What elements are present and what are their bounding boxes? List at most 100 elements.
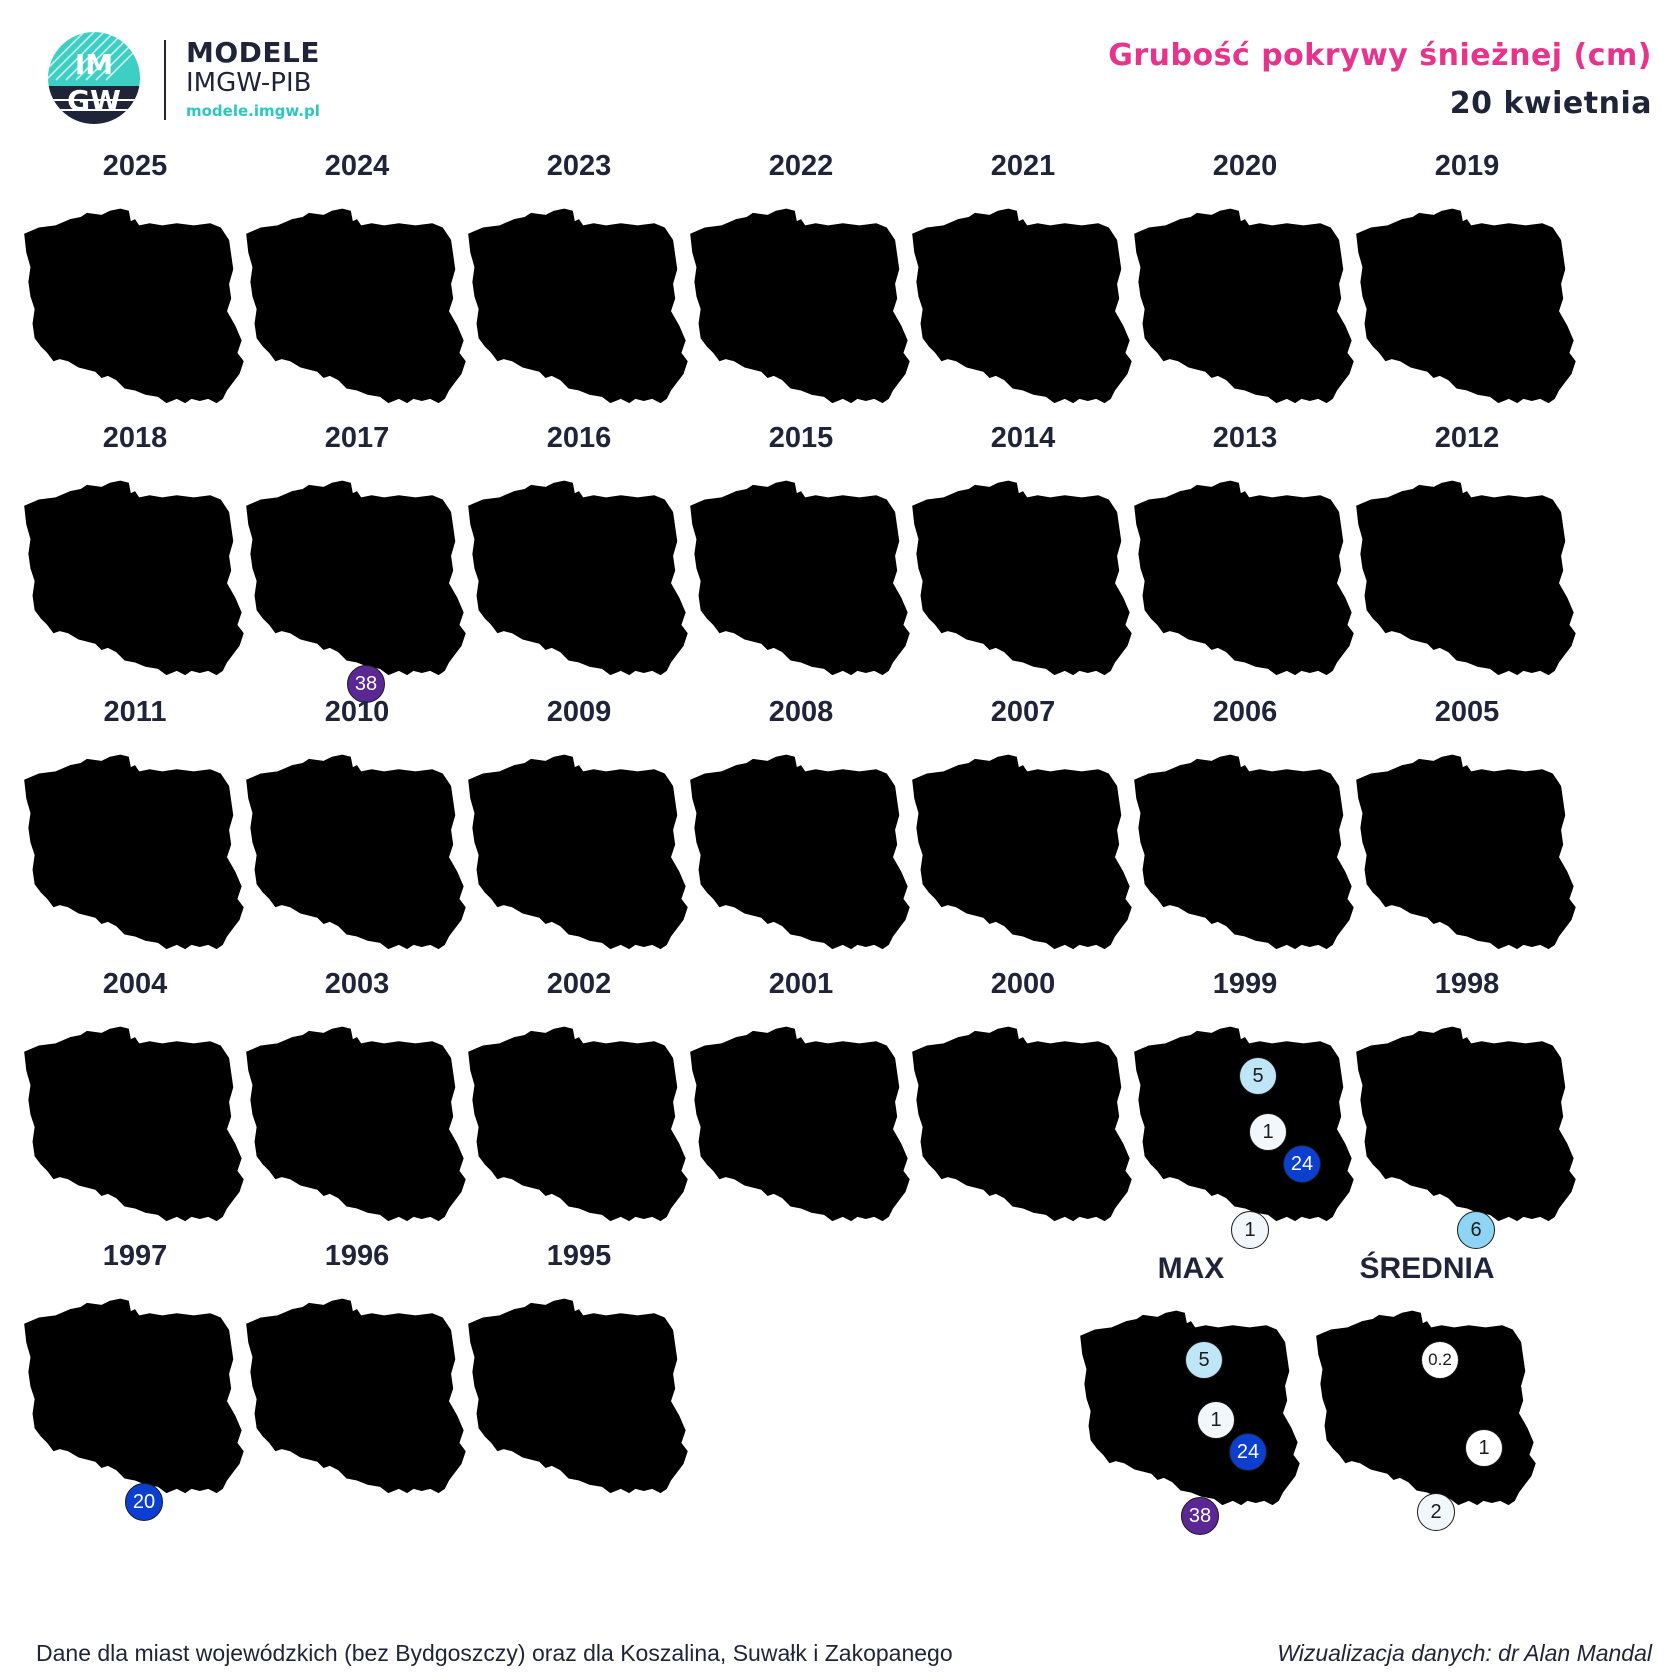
year-panel: 2015 (686, 422, 916, 712)
year-label: 1999 (1212, 968, 1278, 1000)
year-panel: 2014 (908, 422, 1138, 712)
year-label: 2024 (324, 150, 390, 182)
poland-map-outline (246, 1298, 466, 1494)
year-label: 2025 (102, 150, 168, 182)
year-label: 2000 (990, 968, 1056, 1000)
max-map (1080, 1310, 1300, 1506)
date-subtitle: 20 kwietnia (1449, 86, 1652, 121)
year-map (1356, 208, 1576, 404)
year-map (24, 208, 244, 404)
poland-map-outline (690, 754, 910, 950)
year-map (1134, 208, 1354, 404)
year-map (690, 1026, 910, 1222)
brand-url-link[interactable]: modele.imgw.pl (186, 102, 320, 120)
brand-subtitle: IMGW-PIB (186, 68, 312, 98)
poland-map-outline (468, 1026, 688, 1222)
year-map (912, 754, 1132, 950)
year-map (246, 480, 466, 676)
year-panel: 2016 (464, 422, 694, 712)
year-panel: 2024 (242, 150, 472, 440)
year-label: 1996 (324, 1240, 390, 1272)
year-panel: 2002 (464, 968, 694, 1258)
poland-map-outline (246, 208, 466, 404)
snow-depth-marker: 5 (1185, 1341, 1223, 1379)
year-map (912, 208, 1132, 404)
snow-depth-marker: 20 (125, 1483, 163, 1521)
year-map (1356, 480, 1576, 676)
poland-map-outline (690, 208, 910, 404)
poland-map-outline (912, 754, 1132, 950)
logo-text-top: IM (75, 48, 113, 81)
year-map (690, 208, 910, 404)
poland-map-outline (912, 480, 1132, 676)
year-label: 2001 (768, 968, 834, 1000)
poland-map-outline (1134, 754, 1354, 950)
snow-depth-marker: 24 (1229, 1433, 1267, 1471)
year-map (246, 754, 466, 950)
year-map (912, 1026, 1132, 1222)
year-panel: 2001 (686, 968, 916, 1258)
snow-depth-marker: 1 (1231, 1211, 1269, 1249)
year-map (24, 754, 244, 950)
year-label: 2010 (324, 696, 390, 728)
year-map (468, 1298, 688, 1494)
year-panel: 1997 20 (20, 1240, 250, 1530)
poland-map-outline (1080, 1310, 1300, 1506)
year-label: 1995 (546, 1240, 612, 1272)
year-panel: 2011 (20, 696, 250, 986)
year-panel: 2019 (1352, 150, 1582, 440)
poland-map-outline (24, 754, 244, 950)
poland-map-outline (246, 754, 466, 950)
year-panel: 1995 (464, 1240, 694, 1530)
poland-map-outline (468, 754, 688, 950)
year-map (246, 1026, 466, 1222)
year-map (24, 1026, 244, 1222)
year-panel: 2003 (242, 968, 472, 1258)
max-label: MAX (1157, 1252, 1225, 1285)
brand-title: MODELE (186, 36, 321, 69)
logo-divider (164, 40, 166, 120)
snow-depth-marker: 38 (1181, 1497, 1219, 1535)
year-label: 2022 (768, 150, 834, 182)
poland-map-outline (468, 1298, 688, 1494)
year-panel: 2020 (1130, 150, 1360, 440)
year-panel: 2021 (908, 150, 1138, 440)
year-label: 2003 (324, 968, 390, 1000)
year-panel: 2000 (908, 968, 1138, 1258)
year-panel: 2005 (1352, 696, 1582, 986)
year-map (1356, 754, 1576, 950)
snow-depth-marker: 24 (1283, 1145, 1321, 1183)
poland-map-outline (468, 480, 688, 676)
year-label: 2009 (546, 696, 612, 728)
poland-map-outline (468, 208, 688, 404)
snow-depth-marker: 1 (1197, 1401, 1235, 1439)
year-panel: 2007 (908, 696, 1138, 986)
year-map (24, 1298, 244, 1494)
year-panel: 2004 (20, 968, 250, 1258)
year-label: 2005 (1434, 696, 1500, 728)
poland-map-outline (1134, 480, 1354, 676)
data-source-note: Dane dla miast wojewódzkich (bez Bydgosz… (36, 1640, 953, 1666)
year-panel: 2023 (464, 150, 694, 440)
poland-map-outline (1316, 1310, 1536, 1506)
year-map (912, 480, 1132, 676)
snow-depth-marker: 5 (1239, 1057, 1277, 1095)
poland-map-outline (912, 1026, 1132, 1222)
year-panel: 2009 (464, 696, 694, 986)
poland-map-outline (24, 1026, 244, 1222)
poland-map-outline (1356, 1026, 1576, 1222)
snow-depth-marker: 1 (1465, 1429, 1503, 1467)
poland-map-outline (246, 1026, 466, 1222)
snow-depth-marker: 0.2 (1421, 1341, 1459, 1379)
poland-map-outline (1356, 208, 1576, 404)
imgw-logo-icon: IM GW (48, 32, 140, 124)
page-title: Grubość pokrywy śnieżnej (cm) (1108, 38, 1652, 73)
year-label: 2011 (103, 696, 167, 728)
year-label: 2019 (1434, 150, 1500, 182)
year-panel: 1998 6 (1352, 968, 1582, 1258)
poland-map-outline (246, 480, 466, 676)
year-label: 2018 (102, 422, 168, 454)
year-map (690, 480, 910, 676)
poland-map-outline (24, 1298, 244, 1494)
year-map (468, 480, 688, 676)
